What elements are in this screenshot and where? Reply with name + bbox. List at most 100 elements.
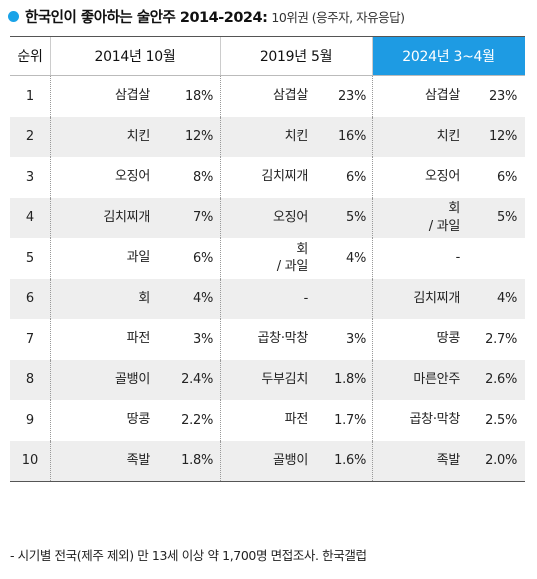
- item-percent-p2014: 7%: [192, 210, 213, 226]
- item-percent-p2019: [308, 279, 366, 320]
- item-percent-p2014: 8%: [192, 169, 213, 185]
- column-divider: [372, 359, 373, 400]
- column-divider: [220, 76, 221, 117]
- table-row: 10 족발 1.8% 골뱅이 1.6% 족발 2.0%: [10, 440, 525, 481]
- column-divider: [372, 440, 373, 481]
- item-name-p2024: 김치찌개: [413, 290, 460, 306]
- item-name-p2019: 골뱅이: [273, 452, 308, 468]
- title-sub: 10위권 (응주자, 자유응답): [271, 9, 405, 25]
- item-percent-p2019: 3%: [345, 331, 366, 347]
- ranking-table: 순위 2014년 10월 2019년 5월 2024년 3~4월 1 삼겹살 18%…: [10, 36, 525, 482]
- column-divider: [50, 76, 51, 117]
- table-row: 1 삼겹살 18% 삼겹살 23% 삼겹살 23%: [10, 76, 525, 117]
- column-divider: [220, 197, 221, 238]
- item-percent-p2024: 23%: [489, 88, 517, 104]
- item-name-p2024: 족발: [436, 452, 461, 468]
- column-divider: [50, 157, 51, 198]
- item-percent-p2019: 23%: [338, 88, 366, 104]
- table-row: 9 땅콩 2.2% 파전 1.7% 곱창·막창 2.5%: [10, 400, 525, 441]
- chart-title: 한국인이 좋아하는 술안주 2014-2024: 10위권 (응주자, 자유응답…: [8, 5, 405, 27]
- rank-cell: 6: [25, 291, 35, 307]
- item-percent-p2019: 1.8%: [334, 372, 366, 388]
- bullet-dot-icon: [8, 10, 19, 22]
- column-divider: [50, 319, 51, 360]
- column-divider: [50, 197, 51, 238]
- column-divider: [372, 157, 373, 198]
- column-divider: [372, 197, 373, 238]
- item-name-p2019: 오징어: [273, 209, 308, 225]
- item-name-p2014: 파전: [126, 331, 151, 347]
- header-2014: 2014년 10월: [94, 49, 176, 65]
- item-name-p2019: 삼겹살: [273, 88, 308, 104]
- item-name-p2024: 삼겹살: [425, 88, 460, 104]
- item-percent-p2019: 16%: [338, 129, 366, 145]
- header-divider: [372, 37, 373, 75]
- table-body: 1 삼겹살 18% 삼겹살 23% 삼겹살 23% 2 치킨 12% 치킨 16% 치킨 12% 3 오징어 8…: [10, 76, 525, 481]
- rank-cell: 7: [25, 331, 35, 347]
- table-row: 5 과일 6% 회 / 과일 4% -: [10, 238, 525, 279]
- column-divider: [220, 278, 221, 319]
- item-percent-p2014: 2.4%: [181, 372, 213, 388]
- item-percent-p2014: 2.2%: [181, 412, 213, 428]
- item-name-p2024: -: [455, 250, 461, 266]
- column-divider: [50, 116, 51, 157]
- item-name-p2014: 골뱅이: [115, 371, 150, 387]
- rank-cell: 2: [25, 129, 35, 145]
- table-header: 순위 2014년 10월 2019년 5월 2024년 3~4월: [10, 36, 525, 76]
- item-percent-p2019: 1.6%: [334, 453, 366, 469]
- column-divider: [220, 440, 221, 481]
- item-percent-p2014: 18%: [185, 88, 213, 104]
- footnote: - 시기별 전국(제주 제외) 만 13세 이상 약 1,700명 면접조사. …: [10, 548, 367, 563]
- rank-cell: 1: [25, 88, 35, 104]
- item-name-p2014: 과일: [126, 250, 151, 266]
- item-percent-p2014: 3%: [192, 331, 213, 347]
- table-bottom-rule: [10, 481, 525, 482]
- item-percent-p2019: 5%: [345, 210, 366, 226]
- item-name-p2019: 곱창·막창: [257, 331, 309, 347]
- table-row: 7 파전 3% 곱창·막창 3% 땅콩 2.7%: [10, 319, 525, 360]
- column-divider: [50, 400, 51, 441]
- item-percent-p2024: 6%: [496, 169, 517, 185]
- item-percent-p2024: 2.7%: [485, 331, 517, 347]
- item-name-p2019: 회 / 과일: [276, 241, 309, 275]
- header-divider: [220, 37, 221, 75]
- column-divider: [50, 278, 51, 319]
- item-name-p2014: 족발: [126, 452, 151, 468]
- column-divider: [220, 400, 221, 441]
- column-divider: [220, 359, 221, 400]
- column-divider: [372, 400, 373, 441]
- rank-cell: 9: [25, 412, 35, 428]
- item-percent-p2024: 4%: [496, 291, 517, 307]
- header-2024: 2024년 3~4월: [372, 37, 525, 75]
- item-percent-p2014: 12%: [185, 129, 213, 145]
- item-name-p2014: 땅콩: [126, 412, 151, 428]
- item-name-p2014: 오징어: [115, 169, 150, 185]
- column-divider: [50, 440, 51, 481]
- item-name-p2024: 치킨: [436, 128, 461, 144]
- column-divider: [372, 278, 373, 319]
- item-name-p2024: 회 / 과일: [428, 201, 461, 234]
- item-percent-p2024: 2.5%: [485, 412, 517, 428]
- rank-cell: 10: [21, 453, 39, 469]
- item-name-p2024: 곱창·막창: [409, 412, 461, 428]
- column-divider: [220, 238, 221, 279]
- item-name-p2014: 회: [138, 290, 150, 306]
- item-name-p2019: 파전: [284, 412, 309, 428]
- title-main: 한국인이 좋아하는 술안주 2014-2024:: [25, 9, 268, 26]
- rank-cell: 3: [25, 169, 35, 185]
- table-row: 8 골뱅이 2.4% 두부김치 1.8% 마른안주 2.6%: [10, 359, 525, 400]
- table-row: 6 회 4% - 김치찌개 4%: [10, 278, 525, 320]
- column-divider: [372, 238, 373, 279]
- item-percent-p2024: 2.0%: [485, 453, 517, 469]
- column-divider: [220, 116, 221, 157]
- column-divider: [372, 116, 373, 157]
- header-2019: 2019년 5월: [259, 49, 333, 65]
- item-percent-p2019: 6%: [345, 169, 366, 185]
- item-name-p2019: -: [303, 290, 309, 306]
- table-row: 2 치킨 12% 치킨 16% 치킨 12%: [10, 116, 525, 157]
- column-divider: [50, 238, 51, 279]
- item-percent-p2024: 12%: [489, 129, 517, 145]
- item-name-p2014: 치킨: [126, 128, 151, 144]
- item-percent-p2014: 6%: [192, 250, 213, 266]
- item-name-p2014: 김치찌개: [103, 209, 150, 225]
